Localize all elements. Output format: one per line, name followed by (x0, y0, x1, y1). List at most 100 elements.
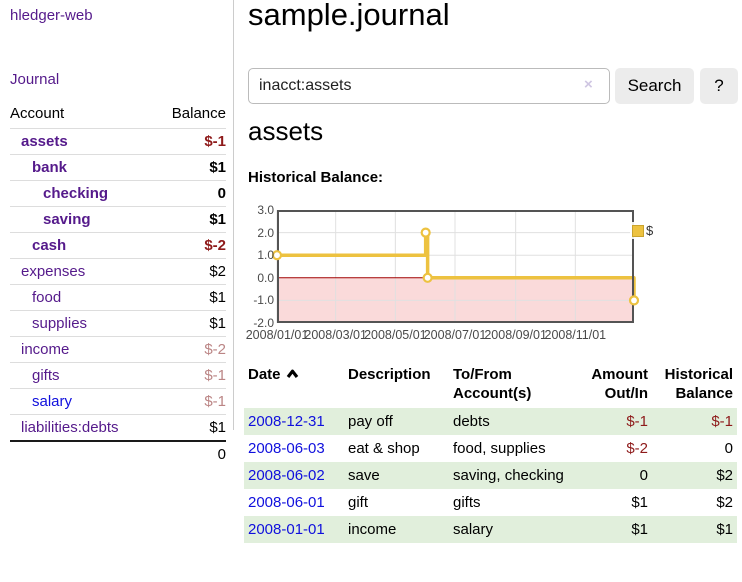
accounts-total-balance: 0 (154, 440, 226, 467)
account-name-cell: income (10, 336, 155, 363)
transaction-balance: $2 (716, 467, 733, 484)
chart-title: Historical Balance: (248, 169, 384, 186)
account-balance: $1 (154, 310, 226, 337)
account-row: food $1 (10, 284, 226, 311)
account-name-cell: cash (10, 232, 155, 259)
register-header-amount[interactable]: Amount Out/In (591, 366, 648, 402)
account-balance: 0 (154, 180, 226, 207)
y-axis-tick-label: 2.0 (257, 225, 274, 240)
account-row: supplies $1 (10, 310, 226, 337)
account-name-cell: gifts (10, 362, 155, 389)
register-header-historical[interactable]: Historical Balance (664, 366, 733, 402)
search-input[interactable] (248, 68, 610, 104)
register-header-description[interactable]: Description (348, 366, 431, 383)
account-balance: $-2 (154, 232, 226, 259)
account-name-cell: supplies (10, 310, 155, 337)
chart-legend: $ (630, 222, 656, 239)
account-link[interactable]: food (32, 289, 62, 306)
accounts-header-balance: Balance (171, 105, 226, 122)
account-link[interactable]: bank (32, 159, 68, 176)
account-link[interactable]: gifts (32, 367, 60, 384)
transaction-amount: $1 (631, 494, 648, 511)
x-axis-tick-label: 2008/05/01 (364, 328, 427, 342)
search-button[interactable]: Search (615, 68, 694, 104)
account-link[interactable]: salary (32, 393, 73, 410)
transaction-date-cell: 2008-12-31 (244, 408, 344, 435)
account-balance: $-1 (154, 388, 226, 415)
account-link[interactable]: expenses (21, 263, 86, 280)
account-balance: $-1 (154, 362, 226, 389)
sort-ascending-icon (286, 365, 299, 384)
account-balance: $-2 (154, 336, 226, 363)
account-row: bank $1 (10, 154, 226, 181)
accounts-table-header: Account Balance (10, 100, 226, 129)
x-axis-tick-label: 2008/07/01 (423, 328, 487, 342)
transaction-accounts: saving, checking (453, 467, 564, 484)
sidebar-divider (233, 0, 234, 430)
transaction-date-link[interactable]: 2008-12-31 (248, 413, 325, 430)
account-link[interactable]: liabilities:debts (21, 419, 119, 436)
account-balance: $1 (154, 206, 226, 233)
x-axis-tick-label: 2008/09/01 (484, 328, 547, 342)
transaction-date-link[interactable]: 2008-06-02 (248, 467, 325, 484)
legend-label: $ (646, 223, 654, 238)
transaction-description: pay off (348, 413, 393, 430)
account-row: cash $-2 (10, 232, 226, 259)
accounts-header-account: Account (10, 105, 65, 122)
transaction-row: 2008-06-03 eat & shop food, supplies $-2 0 (244, 435, 737, 462)
clear-search-icon[interactable]: × (584, 76, 593, 93)
account-name-cell: bank (10, 154, 155, 181)
data-point-marker (271, 250, 283, 261)
account-name-cell: liabilities:debts (10, 414, 155, 441)
account-row: assets $-1 (10, 128, 226, 155)
transaction-description: save (348, 467, 380, 484)
transaction-date-link[interactable]: 2008-06-03 (248, 440, 325, 457)
account-balance: $1 (154, 154, 226, 181)
account-name-cell: saving (10, 206, 155, 233)
transaction-date-cell: 2008-06-03 (244, 435, 344, 462)
register-header-tofrom[interactable]: To/From Account(s) (453, 366, 532, 402)
account-row: income $-2 (10, 336, 226, 363)
register-table: Date Description To/From Account(s) Amount Ou… (244, 360, 737, 543)
account-name-cell: food (10, 284, 155, 311)
transaction-amount: $-2 (626, 440, 648, 457)
account-link[interactable]: cash (32, 237, 67, 254)
app-brand-link[interactable]: hledger-web (10, 7, 93, 24)
data-point-marker (628, 295, 640, 306)
transaction-date-cell: 2008-06-02 (244, 462, 344, 489)
transaction-date-link[interactable]: 2008-01-01 (248, 521, 325, 538)
transaction-description: gift (348, 494, 369, 511)
account-link[interactable]: supplies (32, 315, 88, 332)
transaction-row: 2008-06-01 gift gifts $1 $2 (244, 489, 737, 516)
transaction-description: income (348, 521, 397, 538)
transaction-balance: $-1 (711, 413, 733, 430)
y-axis-tick-label: 0.0 (257, 270, 274, 285)
transaction-row: 2008-01-01 income salary $1 $1 (244, 516, 737, 543)
account-balance: $1 (154, 284, 226, 311)
transaction-amount: 0 (639, 467, 648, 484)
transaction-accounts: salary (453, 521, 494, 538)
register-header-date[interactable]: Date (244, 360, 344, 408)
account-link[interactable]: saving (43, 211, 91, 228)
account-name-cell: expenses (10, 258, 155, 285)
help-button[interactable]: ? (700, 68, 738, 104)
transaction-description: eat & shop (348, 440, 420, 457)
sidebar-item-journal[interactable]: Journal (10, 71, 60, 88)
account-row: salary $-1 (10, 388, 226, 415)
account-link[interactable]: checking (43, 185, 109, 202)
data-point-marker (420, 227, 431, 238)
transaction-date-link[interactable]: 2008-06-01 (248, 494, 325, 511)
y-axis-tick-label: 1.0 (257, 248, 274, 263)
accounts-total-row: 0 (10, 440, 226, 467)
account-balance: $-1 (154, 128, 226, 155)
account-row: saving $1 (10, 206, 226, 233)
transaction-amount: $-1 (626, 413, 648, 430)
y-axis-tick-label: -2.0 (253, 316, 274, 330)
x-axis-tick-label: 2008/01/01 (245, 328, 309, 342)
transaction-accounts: food, supplies (453, 440, 546, 457)
account-link[interactable]: income (21, 341, 70, 358)
account-link[interactable]: assets (21, 133, 68, 150)
historical-balance-chart: $ 3.0 2.0 1.0 0.0 -1.0 -2.0 2008/01/01 2008/03… (245, 200, 742, 350)
account-row: expenses $2 (10, 258, 226, 285)
chart-canvas (271, 210, 640, 323)
